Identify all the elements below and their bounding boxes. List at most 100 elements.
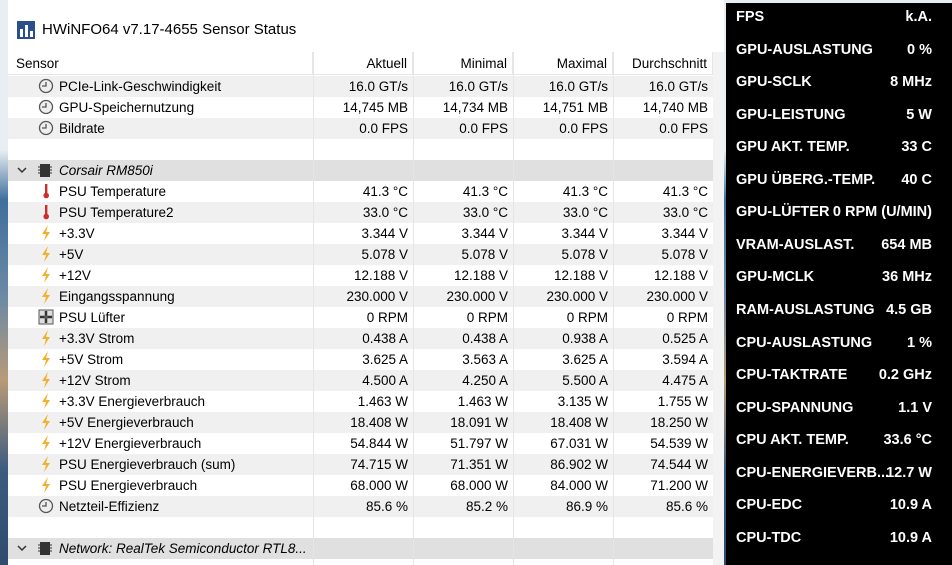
sensor-value: 0 RPM — [466, 310, 508, 325]
sensor-row[interactable]: Netzteil-Effizienz 85.6 % 85.2 % 86.9 % 85.6… — [8, 496, 713, 517]
osd-value: 12.7 W — [886, 464, 932, 481]
sensor-label: +5V — [59, 247, 84, 262]
sensor-row[interactable]: +12V Energieverbrauch 54.844 W 51.797 W 67.… — [8, 433, 713, 454]
sensor-label: +3.3V — [59, 226, 95, 241]
sensor-row[interactable]: PSU Lüfter 0 RPM 0 RPM 0 RPM 0 RPM — [8, 307, 713, 328]
sensor-row[interactable]: +3.3V 3.344 V 3.344 V 3.344 V 3.344 V — [8, 223, 713, 244]
sensor-value: 54.539 W — [650, 436, 708, 451]
title-bar: HWiNFO64 v7.17-4655 Sensor Status — [8, 8, 724, 52]
sensor-value: 230.000 V — [546, 289, 608, 304]
sensor-value: 18.091 W — [450, 415, 508, 430]
sensor-value: 54.844 W — [350, 436, 408, 451]
sensor-value: 16.0 GT/s — [548, 79, 608, 94]
sensor-row[interactable]: +3.3V Strom 0.438 A 0.438 A 0.938 A 0.525 A — [8, 328, 713, 349]
osd-label: GPU-MCLK — [736, 269, 815, 286]
sensor-row[interactable]: +12V 12.188 V 12.188 V 12.188 V 12.188 V — [8, 265, 713, 286]
sensor-value: 3.344 V — [461, 226, 508, 241]
osd-overlay: FPS k.A. GPU-AUSLASTUNG 0 % GPU-SCLK 8 MHz GPU… — [726, 3, 952, 565]
osd-value: 36 MHz — [882, 269, 932, 286]
sensor-value: 16.0 GT/s — [448, 79, 508, 94]
sensor-value: 230.000 V — [446, 289, 508, 304]
osd-label: CPU-SPANNUNG — [736, 399, 854, 416]
sensor-icon — [38, 120, 54, 136]
sensor-row[interactable]: Bildrate 0.0 FPS 0.0 FPS 0.0 FPS 0.0 FPS — [8, 118, 713, 139]
osd-label: CPU-TAKTRATE — [736, 367, 848, 384]
sensor-label: Eingangsspannung — [59, 289, 175, 304]
sensor-value: 3.563 A — [462, 352, 508, 367]
sensor-value: 41.3 °C — [562, 184, 608, 199]
sensor-value: 1.463 W — [357, 394, 408, 409]
sensor-icon — [42, 351, 50, 367]
sensor-value: 1.755 W — [657, 394, 708, 409]
sensor-value: 85.6 % — [665, 499, 708, 514]
sensor-value: 14,745 MB — [342, 100, 408, 115]
sensor-value: 68.000 W — [350, 478, 408, 493]
sensor-row[interactable]: +5V Energieverbrauch 18.408 W 18.091 W 18.4… — [8, 412, 713, 433]
sensor-icon — [42, 372, 50, 388]
sensor-value: 5.078 V — [461, 247, 508, 262]
group-row[interactable]: Corsair RM850i — [8, 160, 713, 181]
sensor-icon — [43, 184, 49, 199]
sensor-value: 0.0 FPS — [459, 121, 508, 136]
sensor-value: 16.0 GT/s — [348, 79, 408, 94]
osd-label: VRAM-AUSLAST. — [736, 236, 855, 253]
sensor-value: 3.344 V — [361, 226, 408, 241]
column-header[interactable]: Sensor — [8, 52, 313, 75]
osd-value: 1 % — [907, 334, 932, 351]
sensor-value: 3.344 V — [661, 226, 708, 241]
column-header[interactable]: Maximal — [513, 52, 613, 75]
osd-label: CPU-EDC — [736, 497, 803, 514]
sensor-value: 18.408 W — [350, 415, 408, 430]
sensor-label: +3.3V Energieverbrauch — [59, 394, 205, 409]
group-row[interactable]: Network: RealTek Semiconductor RTL8... — [8, 538, 713, 559]
sensor-row[interactable]: GPU-Speichernutzung 14,745 MB 14,734 MB 14,… — [8, 97, 713, 118]
sensor-value: 230.000 V — [646, 289, 708, 304]
sensor-value: 0.438 A — [362, 331, 408, 346]
sensor-value: 67.031 W — [550, 436, 608, 451]
osd-value: 1.1 V — [898, 399, 932, 416]
column-separator — [513, 52, 514, 565]
osd-label: GPU-AUSLASTUNG — [736, 41, 873, 58]
osd-label: CPU-ENERGIEVERB... — [736, 464, 890, 481]
column-header[interactable]: Durchschnitt — [613, 52, 713, 75]
sensor-row[interactable]: PCIe-Link-Geschwindigkeit 16.0 GT/s 16.0 G… — [8, 76, 713, 97]
sensor-row[interactable]: +3.3V Energieverbrauch 1.463 W 1.463 W 3.13… — [8, 391, 713, 412]
sensor-value: 18.250 W — [650, 415, 708, 430]
sensor-value: 41.3 °C — [362, 184, 408, 199]
osd-value: 33 C — [901, 139, 932, 156]
sensor-value: 3.594 A — [662, 352, 708, 367]
sensor-row[interactable]: PSU Energieverbrauch (sum) 74.715 W 71.351… — [8, 454, 713, 475]
sensor-row[interactable]: PSU Temperature 41.3 °C 41.3 °C 41.3 °C 41.3… — [8, 181, 713, 202]
scrollbar[interactable] — [713, 52, 724, 565]
sensor-value: 33.0 °C — [562, 205, 608, 220]
sensor-label: +5V Strom — [59, 352, 124, 367]
column-separator — [413, 52, 414, 565]
sensor-value: 33.0 °C — [362, 205, 408, 220]
sensor-value: 3.135 W — [557, 394, 608, 409]
sensor-row[interactable]: Eingangsspannung 230.000 V 230.000 V 230.00… — [8, 286, 713, 307]
sensor-row[interactable]: PSU Energieverbrauch 68.000 W 68.000 W 84.0… — [8, 475, 713, 496]
sensor-icon — [38, 99, 54, 115]
osd-label: GPU-LEISTUNG — [736, 106, 846, 123]
sensor-row[interactable]: PSU Temperature2 33.0 °C 33.0 °C 33.0 °C 33.… — [8, 202, 713, 223]
column-header[interactable]: Minimal — [413, 52, 513, 75]
sensor-icon — [42, 330, 50, 346]
sensor-value: 14,751 MB — [542, 100, 608, 115]
sensor-value: 85.2 % — [465, 499, 508, 514]
sensor-row[interactable]: +5V Strom 3.625 A 3.563 A 3.625 A 3.594 A — [8, 349, 713, 370]
sensor-value: 84.000 W — [550, 478, 608, 493]
sensor-value: 71.200 W — [650, 478, 708, 493]
osd-label: RAM-AUSLASTUNG — [736, 302, 875, 319]
sensor-icon — [42, 288, 50, 304]
osd-value: 10.9 A — [889, 497, 932, 514]
sensor-value: 5.078 V — [661, 247, 708, 262]
sensor-row[interactable]: +12V Strom 4.500 A 4.250 A 5.500 A 4.475 A — [8, 370, 713, 391]
osd-label: FPS — [736, 9, 765, 25]
column-header[interactable]: Aktuell — [313, 52, 413, 75]
sensor-label: +5V Energieverbrauch — [59, 415, 194, 430]
sensor-value: 0.525 A — [662, 331, 708, 346]
osd-value: 33.6 °C — [883, 432, 932, 449]
osd-value: 4.5 GB — [886, 302, 932, 319]
sensor-row[interactable]: +5V 5.078 V 5.078 V 5.078 V 5.078 V — [8, 244, 713, 265]
group-title: Corsair RM850i — [59, 163, 153, 178]
